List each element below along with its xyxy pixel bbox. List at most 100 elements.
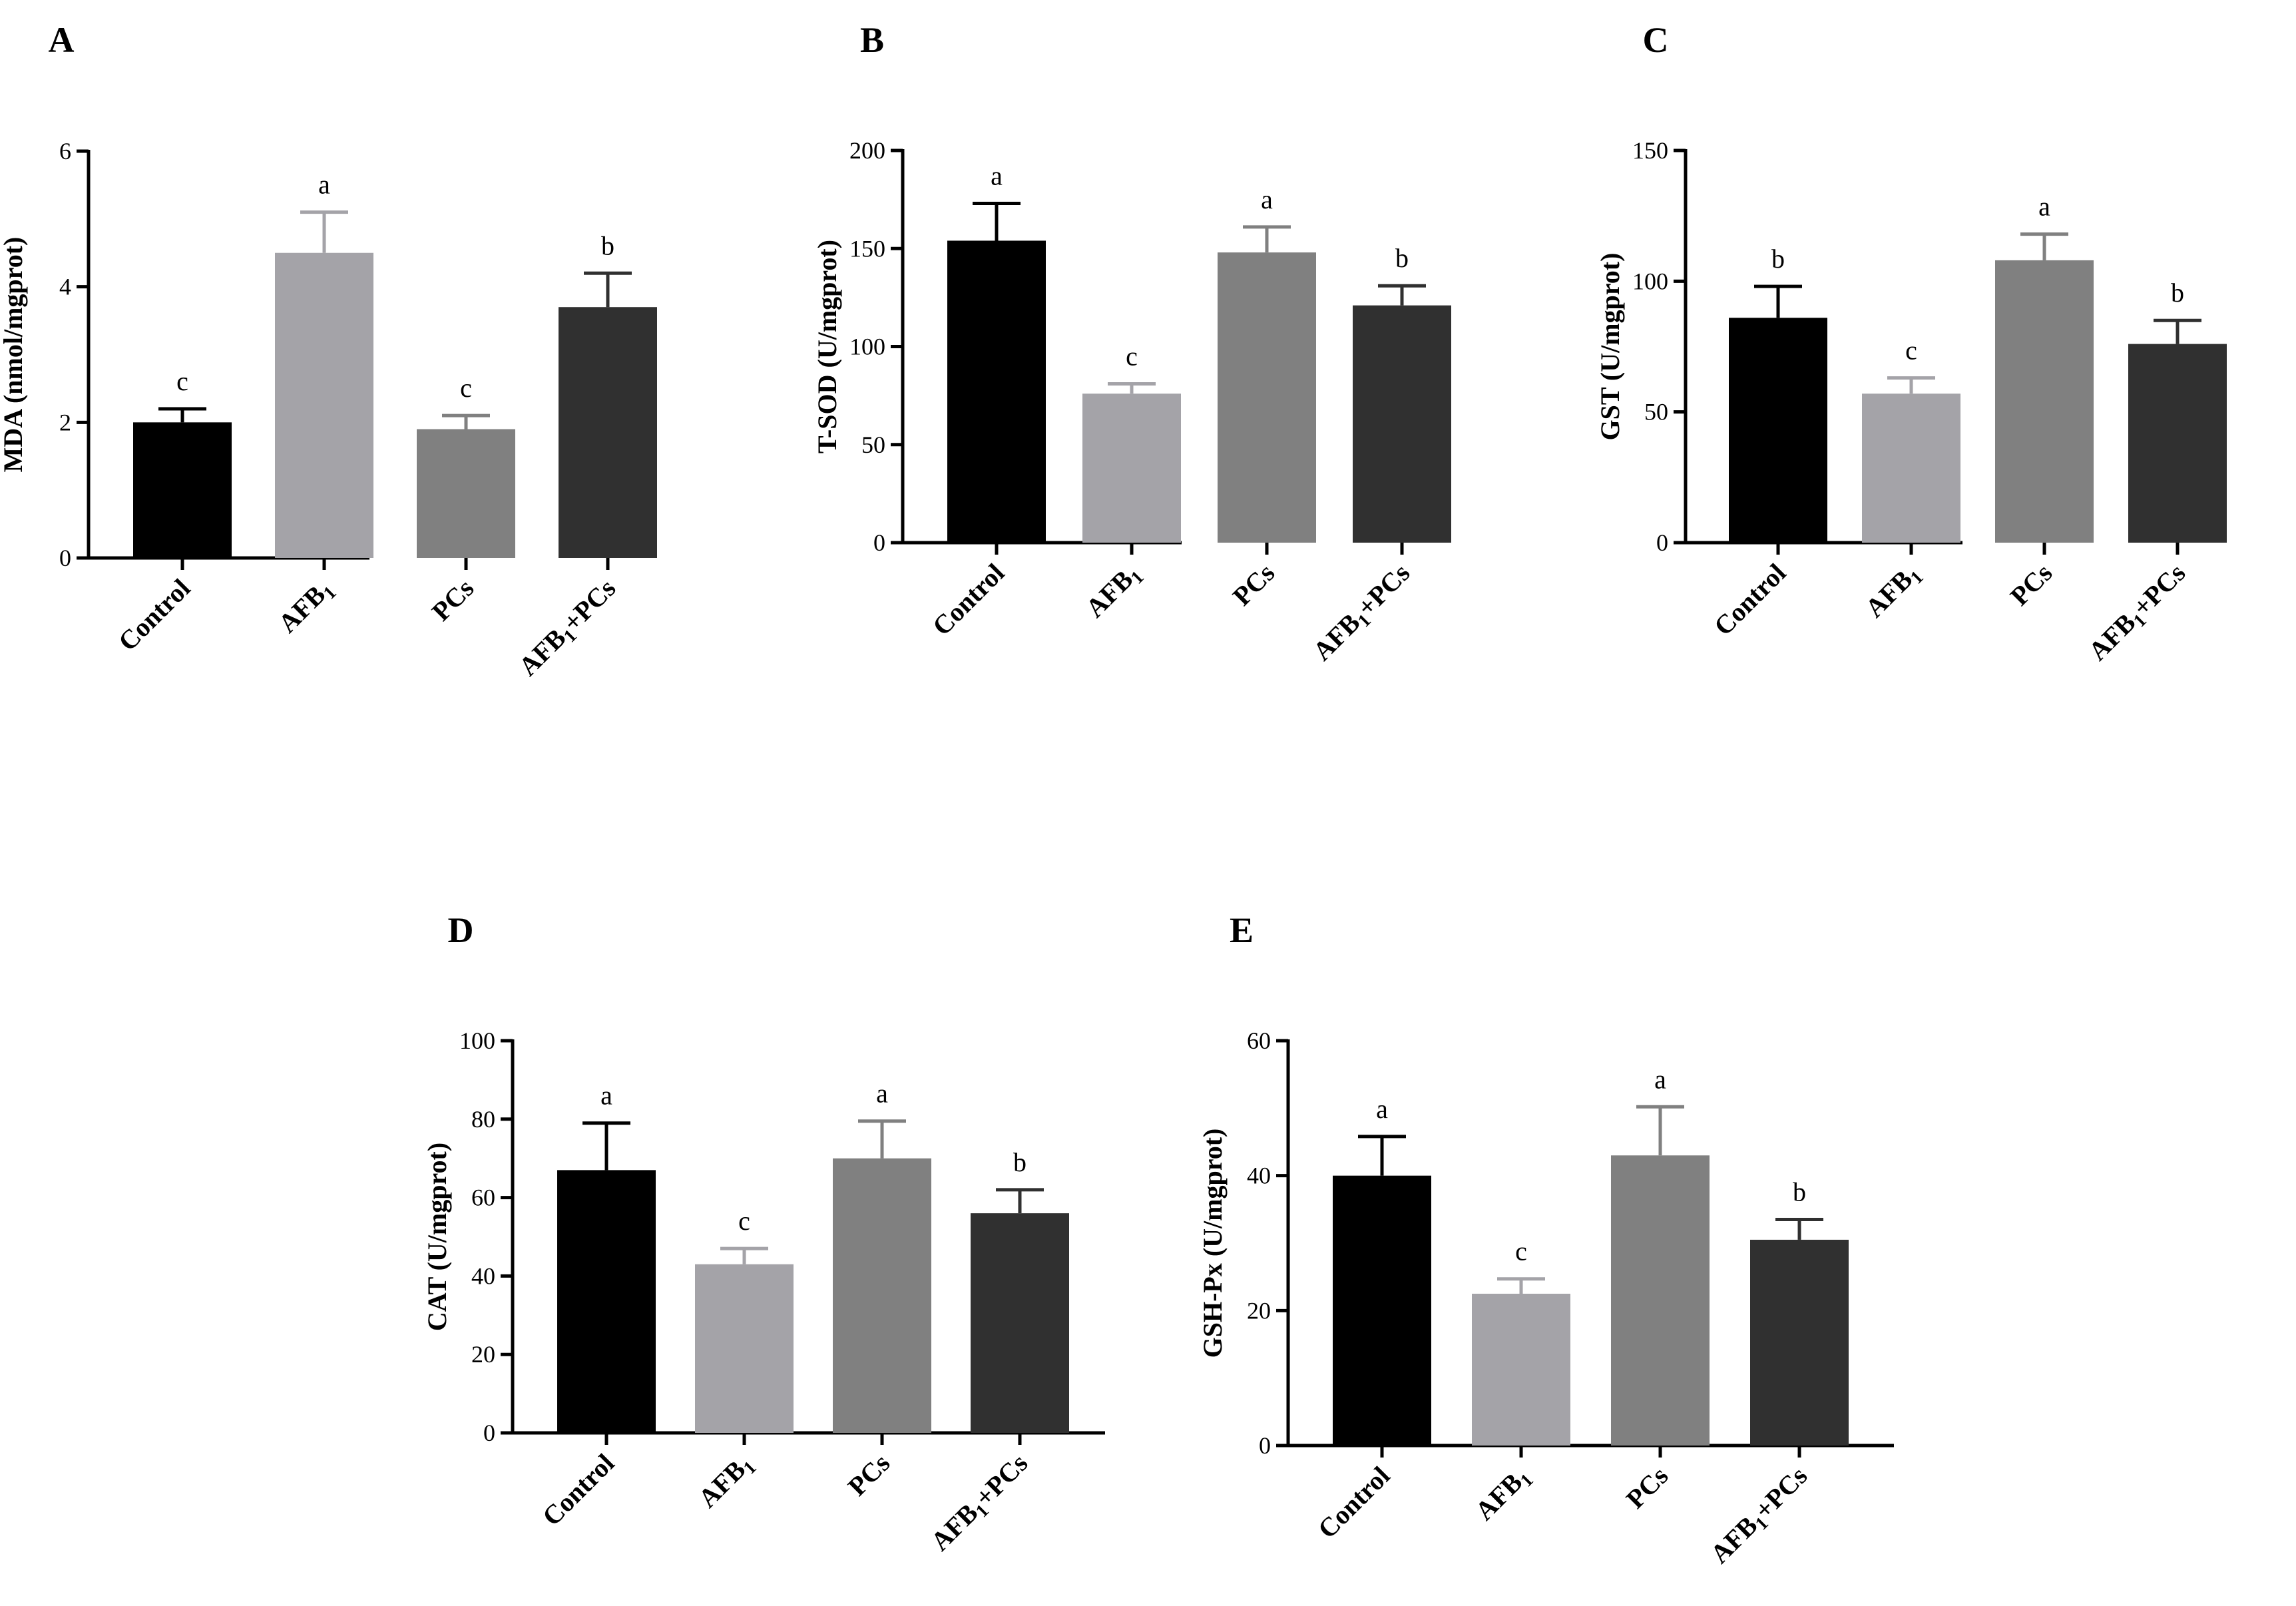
bar (1333, 1175, 1431, 1446)
bar (833, 1158, 931, 1433)
y-tick-label: 0 (1259, 1432, 1271, 1459)
y-axis-label: GSH-Px (U/mgprot) (1198, 1129, 1228, 1358)
category-label: Control (1708, 558, 1792, 642)
chart-panel-d: D 0 20 40 60 80 100 CAT (U/mgprot) a Control c AFB1… (422, 910, 1105, 1559)
category-label-group: AFB1+PCs (2082, 558, 2193, 669)
bar (133, 422, 232, 558)
category-label-group: Control (927, 558, 1011, 642)
y-tick-label: 100 (1632, 268, 1668, 294)
category-label-group: AFB1+PCs (925, 1448, 1036, 1559)
y-axis-label: MDA (nmol/mgprot) (0, 237, 28, 473)
significance-letter: a (1261, 184, 1273, 214)
category-label: AFB1+PCs (513, 573, 624, 684)
category-label: PCs (842, 1448, 896, 1502)
significance-letter: a (991, 161, 1003, 191)
bar (1353, 305, 1451, 543)
y-tick-label: 2 (59, 409, 71, 435)
category-label-group: AFB1 (1080, 558, 1148, 627)
y-tick-label: 0 (1656, 529, 1668, 556)
category-label-group: AFB1 (1859, 564, 1928, 623)
y-axis-label: T-SOD (U/mgprot) (812, 240, 842, 453)
significance-letter: b (1395, 243, 1409, 273)
y-tick-label: 200 (849, 137, 885, 164)
y-axis-label: CAT (U/mgprot) (422, 1143, 452, 1331)
category-label: AFB1+PCs (2082, 558, 2193, 669)
y-tick-label: 40 (1247, 1163, 1271, 1189)
significance-letter: a (318, 170, 330, 200)
bar (1729, 318, 1827, 543)
y-tick-label: 100 (849, 334, 885, 360)
significance-letter: b (1771, 244, 1785, 274)
category-label-group: AFB1 (692, 1448, 761, 1517)
chart-panel-a: A 0 2 4 6 MDA (nmol/mgprot) c Control a AFB1 c PCs b… (0, 20, 657, 684)
panel-letter: D (448, 910, 474, 950)
significance-letter: a (1654, 1064, 1666, 1094)
category-label: Control (927, 558, 1011, 642)
category-label-group: PCs (842, 1448, 896, 1502)
category-label-group: Control (1708, 558, 1792, 642)
y-tick-label: 50 (861, 431, 885, 458)
category-label-group: AFB1 (272, 573, 341, 642)
significance-letter: c (1905, 336, 1917, 366)
significance-letter: c (176, 366, 188, 396)
y-tick-label: 0 (483, 1420, 495, 1446)
category-label-group: AFB1+PCs (513, 573, 624, 684)
y-tick-label: 40 (471, 1262, 495, 1289)
category-label: PCs (2004, 558, 2058, 612)
y-tick-label: 60 (1247, 1027, 1271, 1054)
category-label: Control (537, 1448, 620, 1532)
y-tick-label: 20 (471, 1341, 495, 1368)
panel-letter: B (860, 20, 884, 60)
bar (971, 1213, 1069, 1433)
significance-letter: b (601, 230, 614, 260)
bar (1862, 394, 1960, 543)
significance-letter: a (600, 1081, 612, 1111)
significance-letter: c (1126, 341, 1138, 371)
category-label-group: AFB1 (1469, 1467, 1538, 1525)
category-label: AFB1+PCs (1704, 1461, 1815, 1572)
significance-letter: c (1515, 1236, 1527, 1266)
bar (2128, 344, 2227, 543)
bar (947, 240, 1046, 543)
y-tick-label: 6 (59, 138, 71, 164)
bar (1611, 1155, 1710, 1446)
category-label: Control (1312, 1461, 1396, 1545)
chart-panel-b: B 0 50 100 150 200 T-SOD (U/mgprot) a Control c AF… (812, 20, 1451, 667)
category-label-group: Control (113, 573, 196, 657)
significance-letter: a (1376, 1094, 1388, 1124)
y-tick-label: 50 (1644, 399, 1668, 425)
category-label-group: AFB1+PCs (1704, 1461, 1815, 1572)
bar (417, 429, 515, 558)
category-label: AFB1+PCs (925, 1448, 1036, 1559)
significance-letter: a (876, 1079, 888, 1109)
bar (559, 307, 657, 558)
y-tick-label: 100 (459, 1027, 495, 1054)
y-tick-label: 150 (849, 235, 885, 262)
category-label: AFB1 (1080, 558, 1148, 627)
category-label: Control (113, 573, 196, 657)
category-label-group: Control (537, 1448, 620, 1532)
y-tick-label: 20 (1247, 1297, 1271, 1324)
chart-panel-c: C 0 50 100 150 GST (U/mgprot) b Control c AFB1 a PC… (1595, 20, 2227, 669)
category-label: AFB1 (692, 1448, 761, 1517)
significance-letter: b (1793, 1177, 1806, 1207)
category-label-group: PCs (426, 573, 480, 627)
category-label-group: AFB1+PCs (1307, 558, 1415, 667)
bar (695, 1264, 794, 1433)
category-label: PCs (1620, 1461, 1674, 1515)
y-axis-label: GST (U/mgprot) (1595, 253, 1625, 441)
significance-letter: c (738, 1206, 750, 1236)
bar (275, 252, 373, 558)
y-tick-label: 80 (471, 1106, 495, 1133)
y-tick-label: 0 (59, 545, 71, 571)
panel-letter: C (1643, 20, 1669, 60)
bar (1218, 252, 1316, 543)
significance-letter: a (2038, 192, 2050, 222)
bar (1750, 1239, 1849, 1446)
category-label-group: Control (1312, 1461, 1396, 1545)
category-label: PCs (1227, 558, 1281, 612)
bar (1995, 260, 2094, 543)
y-tick-label: 0 (873, 529, 885, 556)
category-label: AFB1 (272, 573, 341, 642)
